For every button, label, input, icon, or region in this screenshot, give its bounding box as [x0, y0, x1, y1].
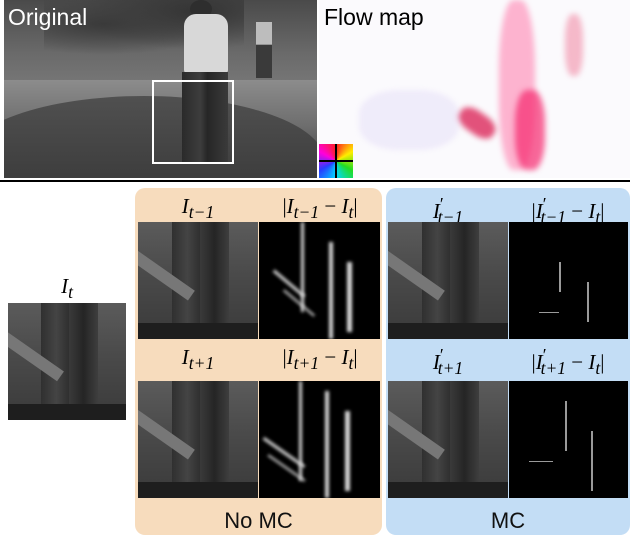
flow-board-blob [454, 102, 500, 144]
skater-body [184, 14, 228, 74]
diff-sub-a: t+1 [540, 358, 567, 379]
diff-sub-a: t−1 [293, 202, 320, 223]
mc-next-frame-label: I′t+1 [388, 345, 508, 379]
diff-edge [325, 391, 329, 498]
flow-legs-blob [515, 90, 545, 170]
abs-open: | [531, 199, 536, 223]
color-wheel-v-axis [335, 144, 337, 178]
abs-open: | [282, 194, 287, 218]
abs-close: | [600, 350, 605, 374]
diff-sub-b: t [595, 358, 601, 379]
diff-base-b: I [588, 199, 596, 223]
mc-next-diff-image [509, 381, 628, 498]
diff-edge [329, 242, 333, 339]
section-separator [0, 180, 630, 182]
no-mc-caption: No MC [224, 508, 293, 533]
label-base: I [432, 199, 440, 223]
diff-base-a: I [535, 199, 543, 223]
crop-floor [8, 403, 126, 420]
diff-sub-b: t [595, 207, 601, 228]
crop-floor [138, 481, 258, 498]
diff-speck [539, 312, 559, 313]
crop-floor [138, 322, 258, 339]
flow-color-wheel [319, 144, 353, 178]
diff-speck [591, 431, 593, 491]
label-base: I [432, 350, 440, 374]
label-sub: t−1 [188, 202, 215, 223]
crop-floor [388, 322, 508, 339]
crop-region-box [152, 80, 234, 164]
crop-leg-right [450, 381, 480, 498]
no-mc-next-frame-label: It+1 [138, 345, 258, 374]
flow-map-label: Flow map [324, 4, 424, 30]
label-prime: ′ [439, 345, 444, 365]
label-base: I [181, 345, 189, 369]
current-frame-crop [8, 303, 126, 420]
no-mc-next-frame-crop [138, 381, 258, 498]
no-mc-prev-frame-label: It−1 [138, 194, 258, 223]
no-mc-prev-frame-crop [138, 222, 258, 339]
crop-leg-right [450, 222, 480, 339]
flow-noise-blob [359, 90, 459, 150]
diff-prime: ′ [542, 345, 547, 365]
diff-base-a: I [286, 194, 294, 218]
flow-map-image [319, 0, 630, 178]
diff-edge [299, 381, 302, 481]
background-skater [256, 22, 272, 78]
skater-head [190, 0, 212, 18]
crop-floor [388, 481, 508, 498]
skater-legs [182, 72, 228, 162]
mc-next-diff-label: |I′t+1 − It| [506, 345, 630, 379]
minus-sign: − [566, 199, 589, 223]
diff-speck [559, 262, 561, 292]
label-sub: t+1 [437, 358, 464, 379]
diff-edge [347, 262, 352, 332]
no-mc-next-diff-image [259, 381, 380, 498]
abs-open: | [282, 345, 287, 369]
diff-speck [529, 461, 553, 462]
it-base: I [61, 274, 69, 298]
mc-prev-frame-crop [388, 222, 508, 339]
diff-base-b: I [588, 350, 596, 374]
abs-close: | [353, 345, 358, 369]
abs-close: | [353, 194, 358, 218]
minus-sign: − [319, 194, 342, 218]
mc-caption: MC [490, 508, 526, 533]
crop-leg-right [69, 303, 98, 420]
mc-prev-diff-image [509, 222, 628, 339]
minus-sign: − [566, 350, 589, 374]
no-mc-next-diff-label: |It+1 − It| [258, 345, 382, 374]
diff-prime: ′ [542, 194, 547, 214]
flow-bg-skater-blob [565, 14, 583, 76]
label-prime: ′ [439, 194, 444, 214]
abs-close: | [600, 199, 605, 223]
diff-sub-b: t [348, 353, 354, 374]
diff-sub-b: t [348, 202, 354, 223]
diff-base-b: I [341, 345, 349, 369]
diff-speck [565, 401, 567, 451]
diff-base-b: I [341, 194, 349, 218]
mc-next-frame-crop [388, 381, 508, 498]
no-mc-prev-diff-label: |It−1 − It| [258, 194, 382, 223]
no-mc-prev-diff-image [259, 222, 380, 339]
crop-leg-right [200, 222, 230, 339]
diff-speck [587, 282, 589, 322]
label-base: I [181, 194, 189, 218]
it-sub: t [68, 282, 73, 303]
current-frame-label: It [8, 274, 126, 303]
minus-sign: − [319, 345, 342, 369]
diff-base-a: I [535, 350, 543, 374]
original-label: Original [8, 4, 88, 30]
diff-edge [345, 411, 350, 491]
diff-base-a: I [286, 345, 294, 369]
original-photo [4, 0, 317, 178]
diff-sub-a: t+1 [293, 353, 320, 374]
diff-edge [301, 222, 304, 312]
abs-open: | [531, 350, 536, 374]
label-sub: t+1 [188, 353, 215, 374]
crop-leg-right [200, 381, 230, 498]
